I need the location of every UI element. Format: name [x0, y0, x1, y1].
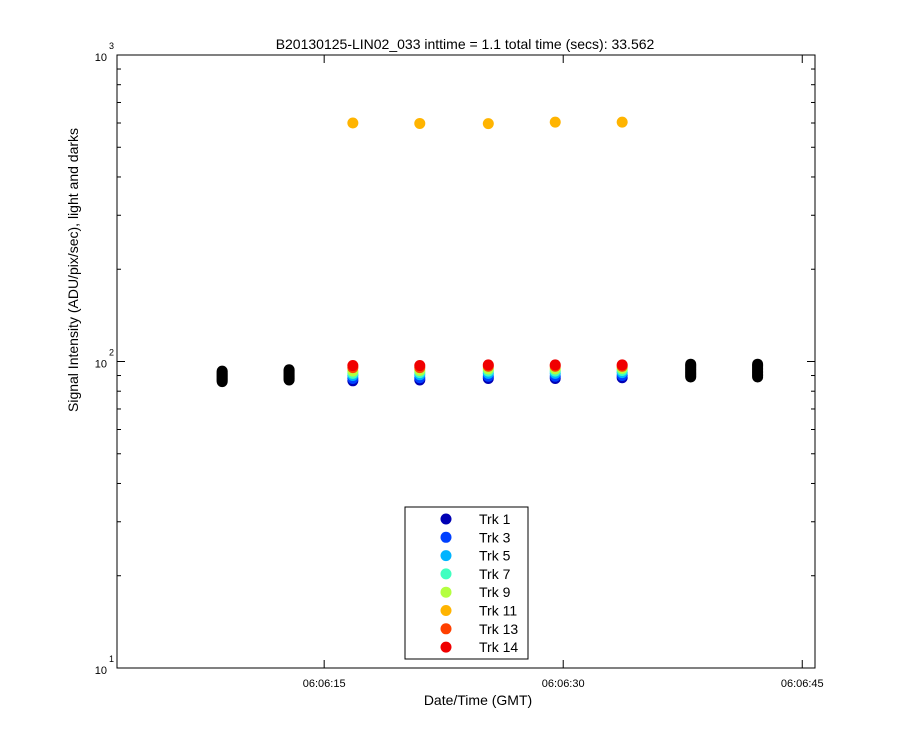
legend-marker: [440, 513, 452, 525]
series-point: [347, 117, 359, 129]
x-tick-label: 06:06:45: [781, 678, 824, 690]
legend-label: Trk 7: [479, 566, 511, 582]
series-point: [616, 359, 628, 371]
y-tick-exponent: 1: [109, 654, 114, 664]
legend-label: Trk 5: [479, 548, 511, 564]
x-axis: 06:06:15 06:06:30 06:06:45: [303, 55, 824, 690]
chart-title: B20130125-LIN02_033 inttime = 1.1 total …: [276, 36, 655, 52]
legend: Trk 1 Trk 3 Trk 5 Trk 7 Trk 9 Trk 11 Trk 13 Trk…: [404, 506, 529, 660]
legend-label: Trk 13: [479, 621, 518, 637]
y-tick-label: 10: [95, 52, 107, 64]
dark-frame-point: [685, 371, 697, 383]
dark-frame-point: [283, 374, 295, 386]
legend-marker: [440, 641, 452, 653]
legend-label: Trk 1: [479, 511, 511, 527]
y-tick-label: 10: [95, 665, 107, 677]
legend-marker: [440, 550, 452, 562]
legend-marker: [440, 568, 452, 580]
x-tick-label: 06:06:15: [303, 678, 346, 690]
legend-marker: [440, 531, 452, 543]
legend-label: Trk 3: [479, 529, 511, 545]
series-point: [414, 117, 426, 129]
dark-frame-point: [216, 376, 228, 388]
series-point: [549, 116, 561, 128]
data-points: [216, 116, 764, 388]
legend-marker: [440, 623, 452, 635]
dark-frame-point: [752, 371, 764, 383]
x-axis-title: Date/Time (GMT): [424, 692, 532, 708]
y-tick-exponent: 2: [109, 348, 114, 358]
series-point: [482, 359, 494, 371]
legend-marker: [440, 605, 452, 616]
series-point: [616, 116, 628, 128]
legend-label: Trk 9: [479, 584, 511, 600]
series-point: [414, 360, 426, 372]
legend-box: [404, 506, 529, 660]
legend-label: Trk 14: [479, 639, 518, 655]
legend-marker: [440, 586, 452, 598]
series-point: [482, 118, 494, 130]
y-tick-exponent: 3: [109, 41, 114, 51]
series-point: [549, 359, 561, 371]
series-point: [347, 360, 359, 372]
y-tick-label: 10: [95, 359, 107, 371]
legend-label: Trk 11: [479, 603, 517, 619]
y-axis-title: Signal Intensity (ADU/pix/sec), light an…: [65, 128, 81, 412]
x-tick-label: 06:06:30: [542, 678, 585, 690]
